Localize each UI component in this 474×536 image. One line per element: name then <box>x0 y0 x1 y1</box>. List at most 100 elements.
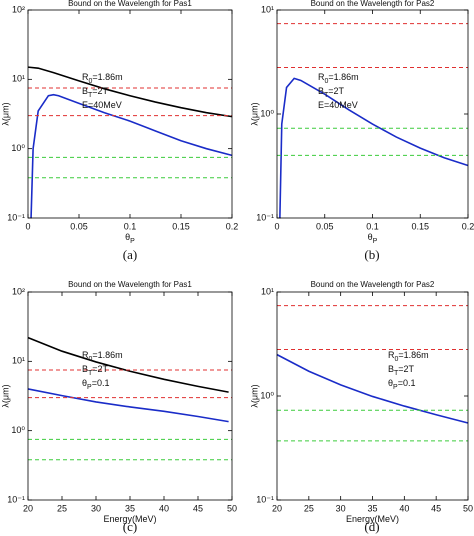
y-tick-label: 10⁻¹ <box>256 212 274 222</box>
annotation: θP=0.1 <box>388 378 415 390</box>
text-base: Energy(MeV) <box>346 514 399 524</box>
y-tick-label: 10⁻¹ <box>256 494 274 504</box>
y-tick-label: 10⁰ <box>11 143 25 153</box>
x-tick-label: 0.15 <box>411 221 429 231</box>
x-tick-label: 35 <box>125 503 135 513</box>
text-rest: =1.86m <box>328 72 358 82</box>
annotation: R0=1.86m <box>388 350 429 362</box>
curve <box>276 353 469 424</box>
y-tick-label: 10¹ <box>261 286 274 296</box>
text-rest: =2T <box>398 364 414 374</box>
text-base: B <box>82 86 88 96</box>
x-tick-label: 0 <box>25 221 30 231</box>
y-axis-label: λ(μm) <box>249 102 259 125</box>
x-axis-label: Energy(MeV) <box>103 514 156 524</box>
x-tick-label: 0.2 <box>226 221 239 231</box>
text-base: B <box>318 86 324 96</box>
chart-title: Bound on the Wavelength for Pas1 <box>68 0 192 8</box>
text-sub: P <box>87 384 92 391</box>
text-base: R <box>318 72 325 82</box>
y-axis-label: λ(μm) <box>0 384 10 407</box>
text-sub: P <box>130 238 135 245</box>
annotation: θP=0.1 <box>82 378 109 390</box>
annotation: BT=2T <box>318 86 345 98</box>
x-tick-label: 20 <box>272 503 282 513</box>
y-tick-label: 10¹ <box>12 356 25 366</box>
x-tick-label: 35 <box>367 503 377 513</box>
text-base: θ <box>125 232 130 242</box>
text-sub: T <box>88 92 93 99</box>
text-sub: 0 <box>395 356 399 363</box>
y-tick-label: 10⁻¹ <box>7 212 25 222</box>
y-tick-label: 10² <box>12 4 25 14</box>
plot-frame <box>276 9 469 219</box>
x-tick-label: 0.05 <box>70 221 88 231</box>
x-tick-label: 40 <box>159 503 169 513</box>
curve <box>30 93 233 219</box>
text-base: E=40MeV <box>82 100 122 110</box>
x-tick-label: 50 <box>463 503 473 513</box>
x-tick-label: 30 <box>91 503 101 513</box>
text-rest: =2T <box>92 364 108 374</box>
y-tick-label: 10⁰ <box>260 390 274 400</box>
text-sub: 0 <box>89 356 93 363</box>
caption: (a) <box>123 247 137 262</box>
curve <box>279 77 469 219</box>
text-base: R <box>82 72 89 82</box>
text-base: B <box>82 364 88 374</box>
annotation: E=40MeV <box>82 100 122 110</box>
x-tick-label: 45 <box>193 503 203 513</box>
x-tick-label: 0 <box>274 221 279 231</box>
text-base: θ <box>388 378 393 388</box>
y-axis-label: λ(μm) <box>249 384 259 407</box>
x-tick-label: 25 <box>304 503 314 513</box>
annotation: R0=1.86m <box>82 350 123 362</box>
y-axis-label: λ(μm) <box>0 102 10 125</box>
text-rest: =2T <box>328 86 344 96</box>
x-tick-label: 0.1 <box>124 221 137 231</box>
text-sub: T <box>394 370 399 377</box>
y-tick-label: 10¹ <box>12 74 25 84</box>
caption: (b) <box>364 247 379 262</box>
chart-title: Bound on the Wavelength for Pas2 <box>311 280 435 289</box>
text-sub: P <box>373 238 378 245</box>
text-rest: =1.86m <box>398 350 428 360</box>
plot-frame <box>27 9 233 219</box>
x-tick-label: 25 <box>57 503 67 513</box>
text-sub: T <box>324 92 329 99</box>
chart-title: Bound on the Wavelength for Pas1 <box>68 280 192 289</box>
text-sub: P <box>393 384 398 391</box>
curve <box>27 388 229 423</box>
text-base: θ <box>82 378 87 388</box>
text-base: R <box>82 350 89 360</box>
x-tick-label: 0.2 <box>462 221 474 231</box>
x-axis-label: θP <box>368 232 378 244</box>
curve <box>27 336 229 393</box>
text-rest: =0.1 <box>92 378 110 388</box>
caption: (d) <box>364 519 379 534</box>
text-base: θ <box>368 232 373 242</box>
text-base: R <box>388 350 395 360</box>
annotation: BT=2T <box>82 364 109 376</box>
x-tick-label: 20 <box>23 503 33 513</box>
text-rest: =1.86m <box>92 350 122 360</box>
x-tick-label: 50 <box>227 503 237 513</box>
caption: (c) <box>123 519 137 534</box>
x-tick-label: 40 <box>399 503 409 513</box>
text-base: E=40MeV <box>318 100 358 110</box>
text-rest: =1.86m <box>92 72 122 82</box>
text-rest: =2T <box>92 86 108 96</box>
text-rest: =0.1 <box>398 378 416 388</box>
x-tick-label: 0.1 <box>366 221 379 231</box>
curve <box>27 66 233 118</box>
text-base: Energy(MeV) <box>103 514 156 524</box>
y-tick-label: 10⁰ <box>260 108 274 118</box>
x-tick-label: 0.05 <box>316 221 334 231</box>
y-tick-label: 10⁻¹ <box>7 494 25 504</box>
text-sub: T <box>88 370 93 377</box>
annotation: R0=1.86m <box>82 72 123 84</box>
x-tick-label: 30 <box>336 503 346 513</box>
x-axis-label: θP <box>125 232 135 244</box>
annotation: R0=1.86m <box>318 72 359 84</box>
